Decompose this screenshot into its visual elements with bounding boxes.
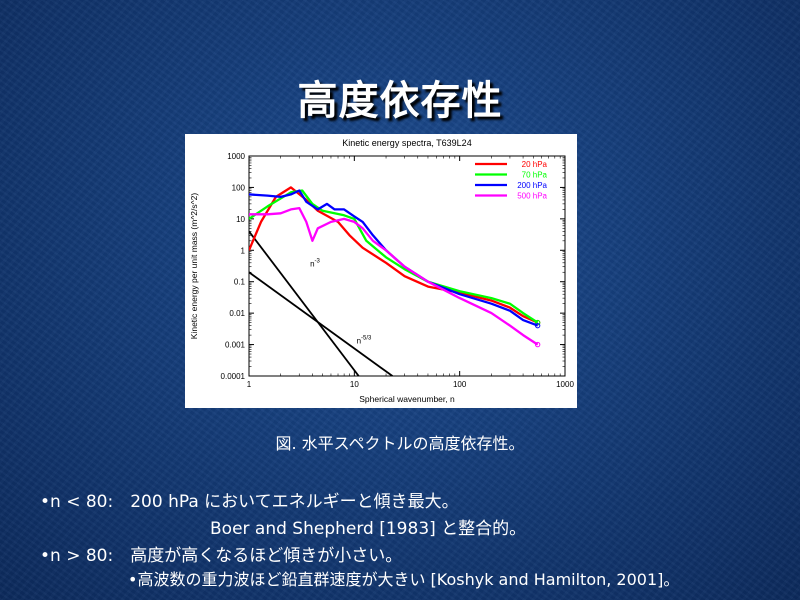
legend-label: 70 hPa [522, 171, 548, 180]
chart-title: Kinetic energy spectra, T639L24 [342, 138, 471, 148]
series-line-200-hpa [249, 189, 539, 327]
plot-frame [248, 155, 566, 377]
spectrum-figure: Kinetic energy spectra, T639L24 0.0001 0.0… [185, 134, 577, 408]
legend-label: 500 hPa [517, 192, 547, 201]
bullet-low-wavenumber: •n < 80: 200 hPa においてエネルギーと傾き最大。 [40, 492, 459, 512]
y-axis-label: Kinetic energy per unit mass (m^2/s^2) [189, 193, 199, 340]
figure-caption: 図. 水平スペクトルの高度依存性。 [275, 434, 525, 453]
y-tick-label: 0.01 [229, 309, 245, 318]
legend-label: 200 hPa [517, 181, 547, 190]
legend-label: 20 hPa [522, 160, 548, 169]
y-tick-label: 100 [232, 183, 246, 192]
x-tick-label: 100 [453, 380, 467, 389]
y-tick-label: 1000 [227, 152, 245, 161]
x-tick-label: 10 [350, 380, 359, 389]
y-tick-label: 1 [241, 246, 246, 255]
y-tick-label: 10 [236, 215, 245, 224]
series-line-500-hpa [249, 206, 539, 346]
x-tick-label: 1 [247, 380, 252, 389]
reference-label-n-3: n-3 [310, 259, 320, 269]
y-tick-label: 0.001 [225, 341, 246, 350]
x-tick-label: 1000 [556, 380, 574, 389]
x-axis-label: Spherical wavenumber, n [359, 394, 455, 404]
series-line-20-hpa [249, 186, 539, 324]
reference-line-n-5-3 [249, 271, 393, 376]
y-tick-label: 0.1 [234, 278, 246, 287]
y-tick-label: 0.0001 [221, 372, 246, 381]
slide-title: 高度依存性 [297, 78, 503, 124]
reference-label-n-5-3: n-5/3 [357, 335, 372, 345]
kinetic-energy-chart: Kinetic energy spectra, T639L24 0.0001 0.0… [189, 138, 574, 404]
bullet-high-wavenumber: •n > 80: 高度が高くなるほど傾きが小さい。 [40, 546, 403, 566]
bullet-low-wavenumber-sub: Boer and Shepherd [1983] と整合的。 [210, 519, 527, 539]
reference-line-n-3 [249, 230, 360, 376]
series-end-marker [534, 341, 541, 348]
series-end-marker [534, 322, 541, 329]
bullet-gravity-waves: •高波数の重力波ほど鉛直群速度が大きい [Koshyk and Hamilton… [128, 570, 680, 589]
